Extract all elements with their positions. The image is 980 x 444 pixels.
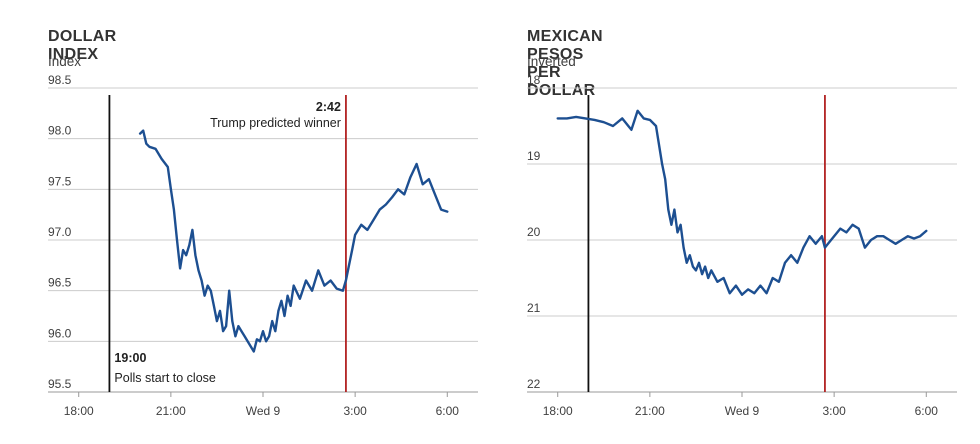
x-tick-label: 21:00 xyxy=(635,404,665,418)
x-tick-label: 6:00 xyxy=(915,404,939,418)
x-tick-label: 6:00 xyxy=(436,404,460,418)
chart-subtitle: Index xyxy=(48,54,82,69)
x-tick-label: 18:00 xyxy=(64,404,94,418)
y-tick-label: 96.0 xyxy=(48,326,72,340)
x-tick-label: Wed 9 xyxy=(725,404,760,418)
chart-title: DOLLAR INDEX xyxy=(48,28,117,63)
chart-subtitle: Inverted xyxy=(527,54,576,69)
series-line xyxy=(556,109,928,296)
y-tick-label: 98.5 xyxy=(48,73,72,87)
event-time-label: 19:00 xyxy=(114,351,146,365)
y-tick-label: 19 xyxy=(527,149,541,163)
x-tick-label: 21:00 xyxy=(156,404,186,418)
y-tick-label: 18 xyxy=(527,73,541,87)
y-tick-label: 20 xyxy=(527,225,541,239)
y-tick-label: 97.0 xyxy=(48,225,72,239)
y-tick-label: 96.5 xyxy=(48,276,72,290)
series-line xyxy=(138,129,449,353)
y-tick-label: 21 xyxy=(527,301,541,315)
event-time-label: 2:42 xyxy=(316,100,341,114)
y-tick-label: 98.0 xyxy=(48,124,72,138)
x-tick-label: 18:00 xyxy=(543,404,573,418)
event-description-label: Polls start to close xyxy=(114,371,215,385)
x-tick-label: 3:00 xyxy=(343,404,367,418)
x-tick-label: Wed 9 xyxy=(246,404,281,418)
y-tick-label: 22 xyxy=(527,377,541,391)
y-tick-label: 97.5 xyxy=(48,174,72,188)
x-tick-label: 3:00 xyxy=(822,404,846,418)
event-description-label: Trump predicted winner xyxy=(210,116,341,130)
y-tick-label: 95.5 xyxy=(48,377,72,391)
chart-title: MEXICAN PESOS PER DOLLAR xyxy=(527,28,603,99)
